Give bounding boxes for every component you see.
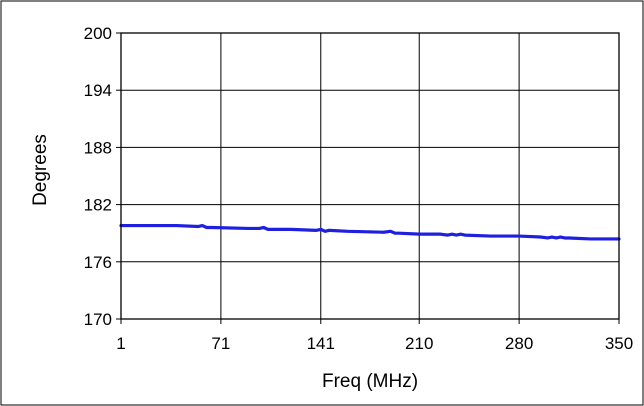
y-axis-ticks: 170 176 182 188 194 200 [84,24,121,329]
y-tick-label: 194 [84,81,112,100]
series-layer [119,223,621,241]
x-tick-label: 210 [405,334,433,353]
x-tick-label: 350 [605,334,633,353]
y-tick-label: 176 [84,253,112,272]
y-axis-title: Degrees [30,134,51,206]
y-tick-label: 188 [84,138,112,157]
series-line [119,223,621,241]
x-tick-label: 141 [307,334,335,353]
x-axis-title: Freq (MHz) [322,371,418,392]
y-tick-label: 200 [84,24,112,43]
y-tick-label: 182 [84,196,112,215]
x-tick-label: 1 [116,334,125,353]
x-tick-label: 71 [211,334,230,353]
x-axis-ticks: 1 71 141 210 280 350 [116,319,633,353]
plot-area [120,32,620,320]
y-tick-label: 170 [84,310,112,329]
x-tick-label: 280 [505,334,533,353]
